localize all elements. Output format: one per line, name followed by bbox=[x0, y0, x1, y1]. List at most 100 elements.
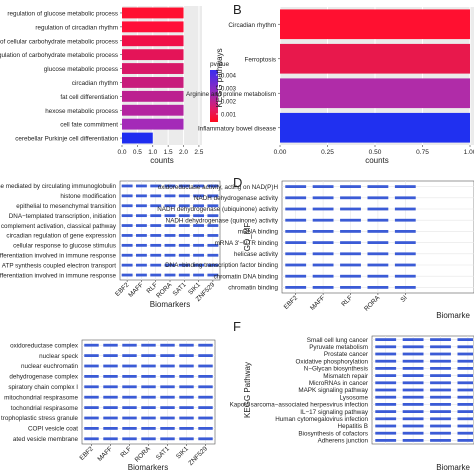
panel-c-cell bbox=[136, 253, 147, 257]
panel-c-cell bbox=[121, 194, 133, 198]
panel-c-cell bbox=[164, 204, 176, 208]
panel-e-cell bbox=[103, 354, 118, 357]
panel-c-cell bbox=[164, 184, 176, 188]
panel-f-row-label: Mismatch repair bbox=[323, 373, 368, 380]
panel-f-cell bbox=[402, 367, 424, 370]
panel-e-cell bbox=[122, 375, 137, 378]
panel-d-cell bbox=[340, 286, 361, 289]
panel-f-cell bbox=[375, 403, 397, 406]
panel-d-column-label: RORA bbox=[363, 294, 382, 313]
panel-b-bar bbox=[280, 78, 470, 109]
panel-f-row-label: Kaposi sarcoma−associated herpesvirus in… bbox=[230, 402, 369, 409]
panel-f-cell bbox=[457, 381, 473, 385]
panel-c-xlabel: Biomarkers bbox=[150, 300, 190, 309]
panel-f-cell bbox=[402, 352, 424, 356]
panel-e-cell bbox=[160, 395, 175, 399]
panel-f-cell bbox=[430, 381, 451, 385]
panel-f-row-label: N−Glycan biosynthesis bbox=[304, 366, 368, 373]
panel-c-cell bbox=[136, 194, 147, 198]
panel-f-cell bbox=[375, 338, 397, 341]
panel-letter-d: D bbox=[233, 175, 242, 190]
panel-a-xtick-label: 2.0 bbox=[179, 149, 188, 156]
panel-e-cell bbox=[103, 416, 118, 420]
panel-e-cell bbox=[160, 364, 175, 368]
panel-e-row-label: oxidoreductase complex bbox=[10, 342, 79, 349]
panel-c-column-label: MAFF bbox=[127, 281, 144, 298]
panel-a-category-label: glucose metabolic process bbox=[44, 66, 118, 73]
panel-a-category-label: cerebellar Purkinje cell differentiation bbox=[15, 136, 118, 143]
panel-f-cell bbox=[402, 417, 424, 421]
panel-e-row-label: COPI vesicle coat bbox=[28, 426, 78, 433]
panel-b-category-label: Inflammatory bowel disease bbox=[198, 125, 277, 132]
panel-f-row-label: Oxidative phosphorylation bbox=[296, 358, 369, 365]
panel-e-cell bbox=[103, 364, 118, 368]
panel-f-cell bbox=[402, 359, 424, 363]
panel-e-cell bbox=[179, 354, 194, 357]
panel-f-cell bbox=[375, 359, 397, 363]
panel-a-bar bbox=[122, 63, 184, 74]
panel-e-cell bbox=[122, 385, 137, 389]
panel-c-cell bbox=[193, 243, 204, 247]
panel-e-cell bbox=[179, 395, 194, 399]
panel-e-cell bbox=[84, 416, 99, 420]
panel-a-bar bbox=[122, 77, 184, 88]
panel-c-row-label: alpha−beta T cell differentiation involv… bbox=[0, 252, 116, 259]
panel-e-cell bbox=[160, 354, 175, 357]
panel-b-bar bbox=[280, 112, 470, 143]
panel-e-cell bbox=[160, 427, 175, 430]
panel-c-cell bbox=[178, 243, 190, 247]
panel-f-row-label: MicroRNAs in cancer bbox=[309, 380, 368, 387]
panel-e-cell bbox=[141, 343, 156, 347]
panel-d-cell bbox=[394, 286, 416, 289]
panel-a-legend-label: 0.002 bbox=[221, 100, 237, 106]
panel-c-cell bbox=[178, 204, 190, 208]
panel-c-row-label: cellular response to glucose stimulus bbox=[13, 243, 116, 250]
panel-d-cell bbox=[340, 274, 361, 278]
panel-d-cell bbox=[285, 252, 307, 256]
panel-f-cell bbox=[375, 367, 397, 370]
panel-e-cell bbox=[141, 375, 156, 378]
panel-e-row-label: nuclear speck bbox=[39, 353, 79, 360]
panel-e-cell bbox=[198, 437, 213, 441]
panel-b-xlabel: counts bbox=[365, 156, 389, 165]
panel-e-cell bbox=[141, 354, 156, 357]
panel-d-cell bbox=[285, 185, 307, 188]
panel-d-cell bbox=[367, 207, 389, 211]
panel-e-row-label: dehydrogenase complex bbox=[9, 374, 78, 381]
panel-d-cell bbox=[394, 207, 416, 211]
panel-c-cell bbox=[164, 194, 176, 198]
panel-e-column-label: SIK1 bbox=[175, 445, 190, 460]
panel-c-cell bbox=[150, 204, 162, 208]
panel-d-cell bbox=[367, 230, 389, 233]
panel-letter-b: B bbox=[233, 2, 242, 17]
panel-f-row-label: MAPK signaling pathway bbox=[298, 387, 369, 394]
panel-f-xlabel: Biomarke bbox=[436, 463, 470, 472]
panel-c-row-label: d immune response mediated by circulatin… bbox=[0, 183, 116, 190]
panel-c-cell bbox=[193, 184, 204, 188]
panel-e-row-label: trophoplastic stress granule bbox=[1, 415, 78, 422]
panel-d-row-label: chromatin DNA binding bbox=[214, 273, 279, 280]
panel-c-cell bbox=[150, 234, 162, 237]
panel-e-xlabel: Biomarkers bbox=[128, 463, 168, 472]
panel-e-cell bbox=[141, 406, 156, 409]
panel-c-cell bbox=[121, 214, 133, 218]
panel-c-cell bbox=[193, 214, 204, 218]
panel-e-cell bbox=[122, 416, 137, 420]
panel-e-cell bbox=[160, 406, 175, 409]
panel-e-cell bbox=[198, 395, 213, 399]
panel-b-category-label: Ferroptosis bbox=[245, 56, 277, 63]
panel-f-row-label: Prostate cancer bbox=[324, 351, 368, 358]
panel-e-cell bbox=[84, 427, 99, 430]
panel-c-cell bbox=[193, 234, 204, 237]
panel-d-cell bbox=[312, 252, 334, 256]
panel-a-xtick-label: 1.0 bbox=[148, 149, 157, 156]
panel-d-cell bbox=[312, 196, 334, 200]
panel-c-cell bbox=[193, 194, 204, 198]
panel-d-cell bbox=[367, 263, 389, 267]
panel-e-cell bbox=[160, 385, 175, 389]
panel-e-cell bbox=[179, 406, 194, 409]
panel-d-row-label: mRNA 3'−UTR binding bbox=[215, 240, 279, 247]
panel-d-column-label: MAFF bbox=[309, 294, 326, 311]
panel-f-cell bbox=[402, 374, 424, 377]
panel-d-cell bbox=[394, 196, 416, 200]
